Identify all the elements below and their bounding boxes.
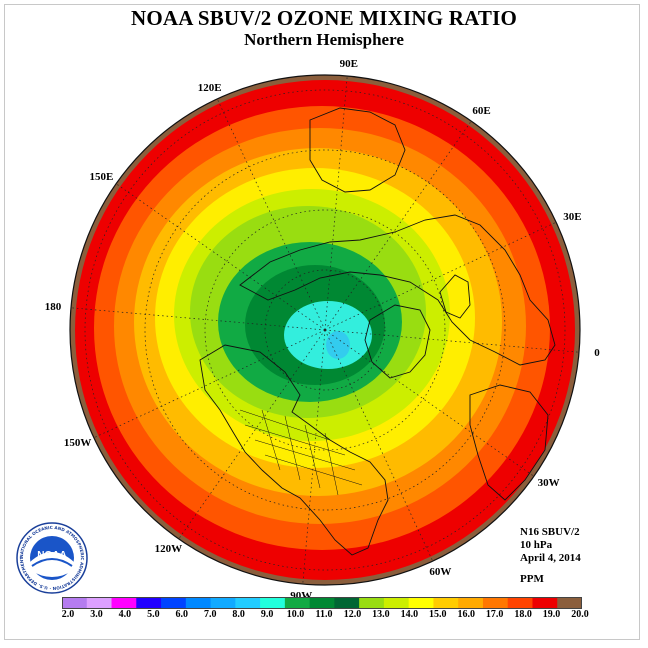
colorbar-swatch — [309, 597, 335, 609]
colorbar-tick-label: 19.0 — [542, 609, 561, 620]
colorbar-tick-label: 13.0 — [372, 609, 390, 620]
instrument-label: N16 SBUV/2 — [520, 526, 580, 538]
meridian-line — [324, 221, 557, 331]
longitude-label: 30E — [563, 211, 582, 224]
scandinavia-outline — [439, 274, 471, 319]
units-label: PPM — [520, 573, 544, 585]
north-america-outline — [199, 344, 389, 556]
meridian-line — [70, 307, 326, 331]
colorbar-tick-label: 20.0 — [571, 609, 589, 620]
meridian-line — [324, 120, 472, 331]
meridian-line — [216, 98, 326, 331]
longitude-label: 120E — [197, 82, 222, 95]
colorbar-tick-label: 18.0 — [514, 609, 532, 620]
figure-title: NOAA SBUV/2 OZONE MIXING RATIO — [131, 6, 517, 30]
meridian-line — [115, 183, 326, 331]
noaa-logo: NATIONAL OCEANIC AND ATMOSPHERIC ADMINIS… — [16, 522, 88, 594]
colorbar-swatch — [433, 597, 459, 609]
continent-outlines — [199, 107, 556, 556]
colorbar-swatch — [458, 597, 484, 609]
longitude-label: 60E — [472, 105, 491, 118]
longitude-label: 180 — [44, 300, 62, 313]
colorbar-swatch — [532, 597, 558, 609]
meridian-line — [178, 329, 326, 540]
figure-subtitle: Northern Hemisphere — [244, 30, 404, 49]
latitude-circle — [204, 209, 446, 451]
colorbar-swatch — [111, 597, 137, 609]
info-block: N16 SBUV/2 10 hPa April 4, 2014 PPM — [520, 526, 581, 586]
latitude-circle — [84, 89, 566, 571]
colorbar-tick-label: 2.0 — [61, 609, 75, 620]
graticule — [70, 75, 580, 585]
contour-band-9 — [284, 301, 372, 369]
meridian-line — [324, 329, 535, 477]
longitude-label: 150W — [63, 436, 92, 449]
colorbar-tick-label: 10.0 — [286, 609, 305, 620]
colorbar-tick-label: 7.0 — [203, 609, 217, 620]
colorbar-tick-label: 5.0 — [147, 609, 160, 620]
colorbar-swatch — [136, 597, 162, 609]
meridian-line — [324, 75, 348, 331]
eurasia-outline — [239, 214, 556, 366]
greenland-outline — [364, 304, 431, 379]
colorbar-swatch — [359, 597, 385, 609]
colorbar-border — [62, 597, 582, 609]
colorbar-tick-label: 15.0 — [429, 609, 447, 620]
colorbar-swatch — [334, 597, 360, 609]
colorbar-swatch — [482, 597, 509, 609]
colorbar-swatch — [260, 597, 286, 609]
colorbar-swatch — [507, 597, 533, 609]
latitude-circle — [264, 269, 386, 391]
date-label: April 4, 2014 — [520, 552, 581, 564]
contour-band-8 — [326, 331, 350, 359]
colorbar-swatch — [86, 597, 113, 609]
pressure-label: 10 hPa — [520, 539, 553, 551]
meridian-line — [324, 329, 434, 562]
colorbar-tick-label: 3.0 — [90, 609, 103, 620]
logo-text: NOAA — [37, 550, 66, 561]
map-boundary — [69, 74, 581, 586]
longitude-label: 150E — [89, 170, 114, 183]
colorbar-tick-label: 9.0 — [260, 609, 274, 620]
longitude-label: 120W — [154, 542, 183, 555]
colorbar-swatch — [284, 597, 311, 609]
longitude-label: 90E — [339, 58, 358, 71]
meridian-line — [324, 329, 580, 353]
colorbar-tick-label: 16.0 — [457, 609, 475, 620]
colorbar-tick-label: 6.0 — [175, 609, 189, 620]
colorbar-swatch — [210, 597, 236, 609]
figure-frame — [4, 4, 640, 640]
colorbar-tick-label: 11.0 — [315, 609, 333, 620]
longitude-label: 0 — [594, 347, 600, 360]
colorbar-swatch — [62, 597, 88, 609]
colorbar-swatch — [235, 597, 261, 609]
latitude-circle — [144, 149, 506, 511]
meridian-line — [93, 329, 326, 439]
colorbar-swatch — [408, 597, 434, 609]
asia-east-outline — [309, 107, 406, 193]
colorbar — [62, 597, 582, 609]
meridian-line — [302, 329, 326, 585]
colorbar-tick-label: 4.0 — [118, 609, 132, 620]
africa-outline — [469, 384, 549, 501]
colorbar-swatch — [383, 597, 410, 609]
longitude-label: 30W — [537, 477, 560, 490]
us-states-grid — [239, 409, 363, 496]
colorbar-swatch — [557, 597, 582, 609]
colorbar-tick-label: 8.0 — [232, 609, 245, 620]
colorbar-tick-label: 14.0 — [400, 609, 419, 620]
colorbar-swatch — [185, 597, 212, 609]
longitude-label: 60W — [429, 565, 452, 578]
ozone-contour-bands — [75, 80, 575, 580]
colorbar-swatch — [161, 597, 187, 609]
colorbar-tick-label: 17.0 — [485, 609, 504, 620]
colorbar-tick-label: 12.0 — [343, 609, 362, 620]
